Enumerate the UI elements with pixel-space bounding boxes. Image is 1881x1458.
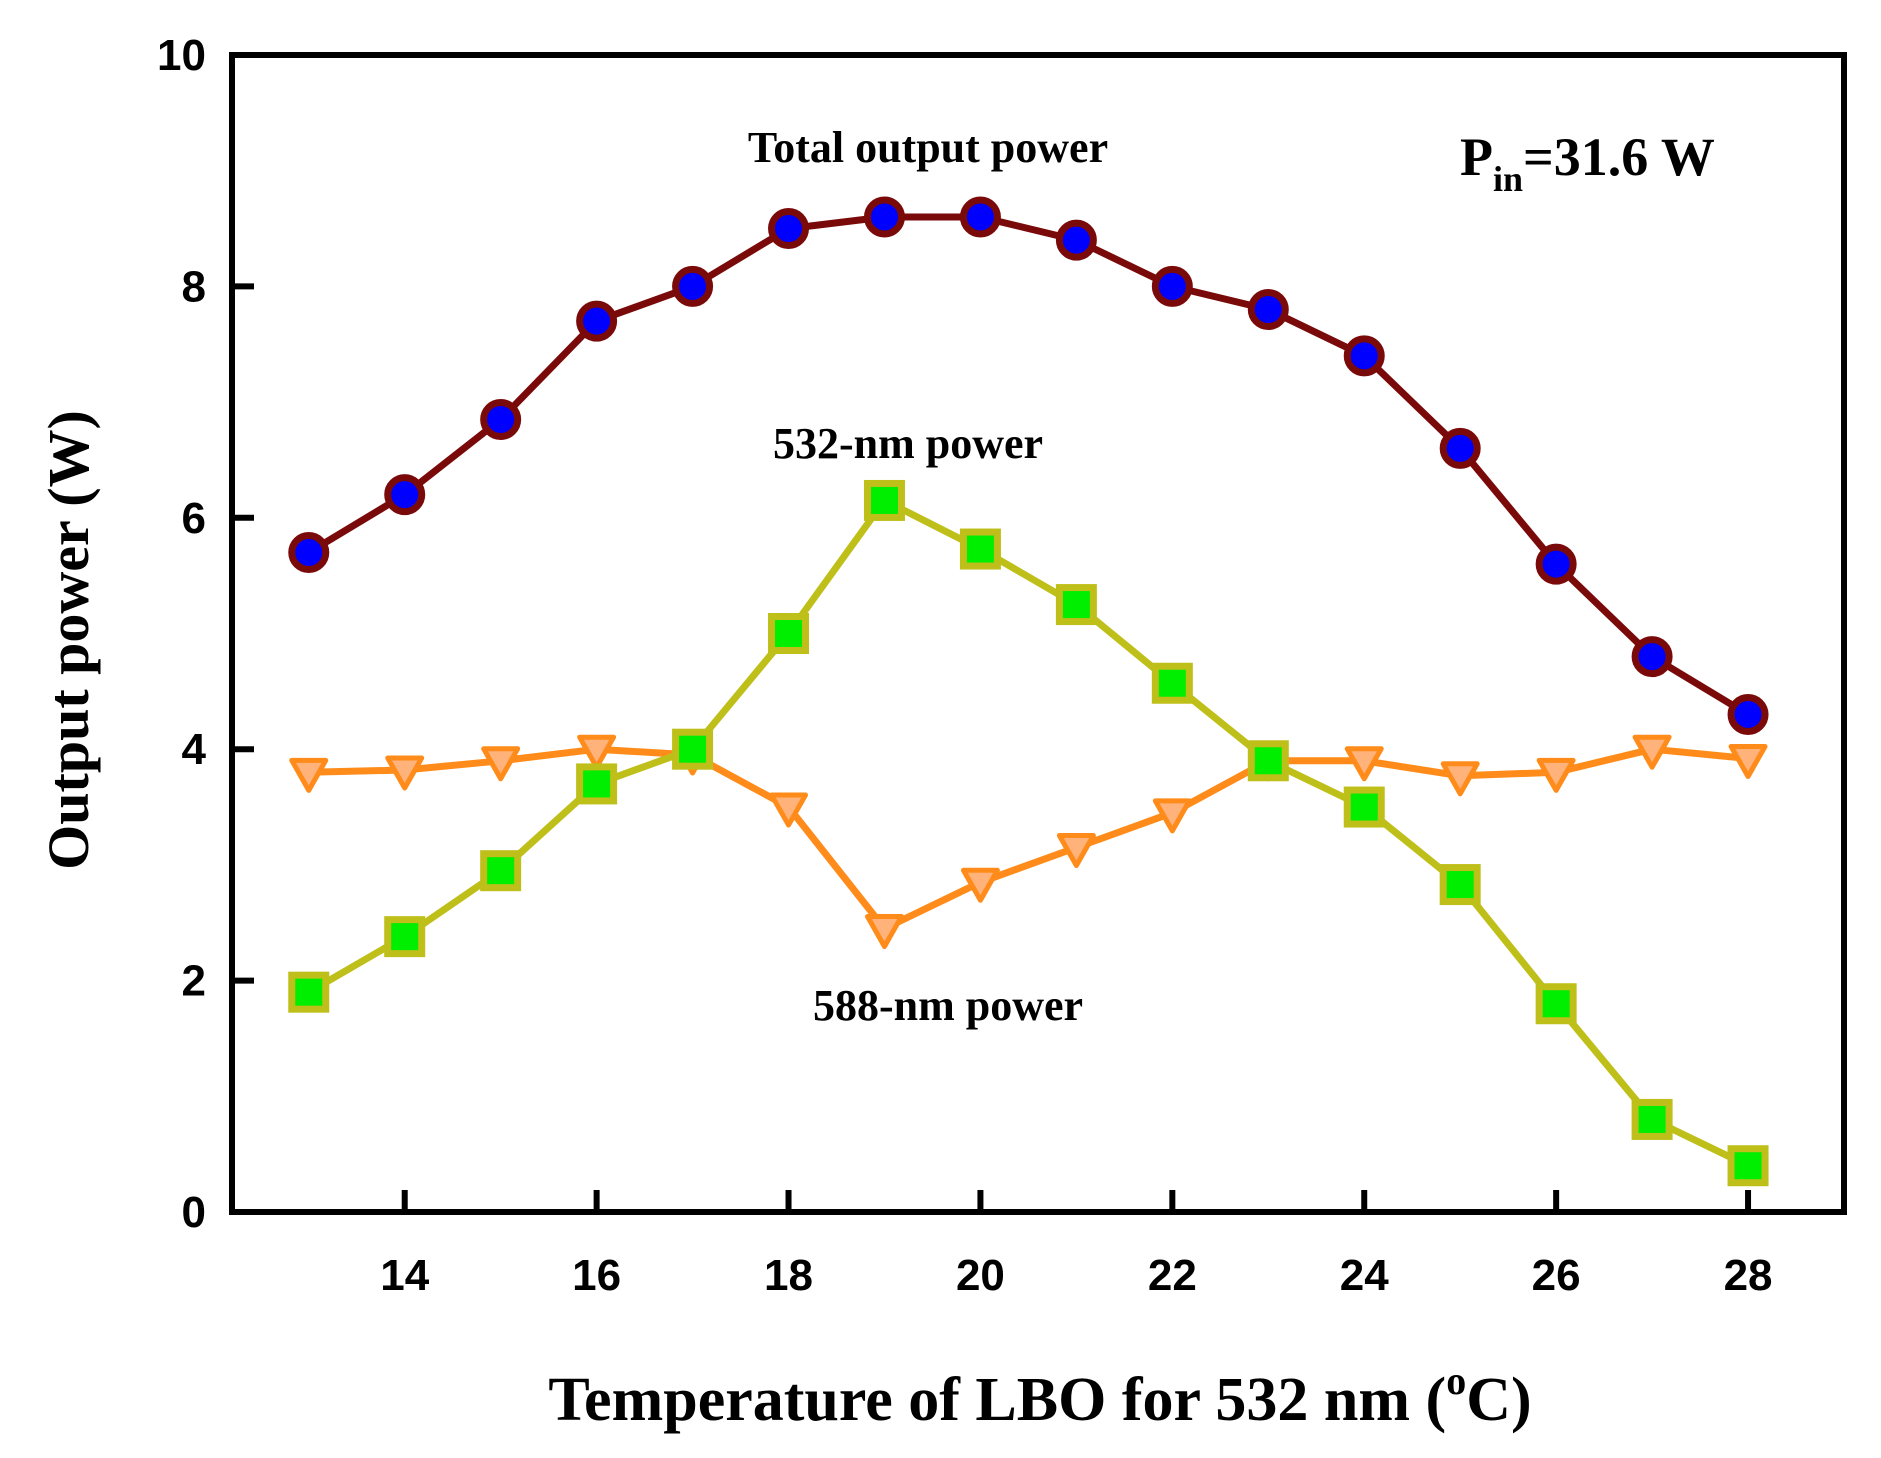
data-point-square bbox=[576, 763, 618, 805]
x-tick-label: 22 bbox=[1148, 1251, 1197, 1300]
data-point-triangle bbox=[1632, 734, 1672, 770]
data-point-square bbox=[1631, 1098, 1673, 1140]
pin-main: P bbox=[1460, 127, 1493, 187]
y-axis-title: Output power (W) bbox=[36, 410, 101, 870]
data-point-square bbox=[1151, 662, 1193, 704]
y-tick-label: 0 bbox=[182, 1188, 206, 1237]
plot-frame bbox=[229, 52, 1847, 1215]
data-point-triangle bbox=[1536, 757, 1576, 793]
data-point-square bbox=[480, 850, 522, 892]
data-point-circle bbox=[1055, 219, 1097, 261]
x-axis-title-sup: o bbox=[1446, 1358, 1466, 1403]
x-axis-title-main: Temperature of LBO for 532 nm ( bbox=[548, 1366, 1446, 1434]
data-point-square bbox=[384, 916, 426, 958]
data-point-triangle bbox=[1056, 833, 1096, 869]
data-point-square bbox=[1343, 786, 1385, 828]
data-point-triangle bbox=[1728, 743, 1768, 779]
series-triangle-down bbox=[289, 734, 1768, 950]
pin-subscript: in bbox=[1493, 159, 1523, 199]
series-square bbox=[288, 479, 1769, 1187]
data-point-triangle bbox=[1152, 798, 1192, 834]
data-point-square bbox=[959, 528, 1001, 570]
annotation-532nm-power: 532-nm power bbox=[773, 419, 1043, 468]
data-point-triangle bbox=[481, 746, 521, 782]
series-line bbox=[306, 213, 1750, 718]
data-point-triangle bbox=[1344, 746, 1384, 782]
annotation-588nm-power: 588-nm power bbox=[813, 981, 1083, 1030]
series-line bbox=[308, 745, 1749, 932]
data-point-triangle bbox=[1440, 761, 1480, 797]
data-point-square bbox=[1727, 1145, 1769, 1187]
x-tick-label: 18 bbox=[764, 1251, 813, 1300]
data-point-circle bbox=[1247, 289, 1289, 331]
data-point-triangle bbox=[289, 757, 329, 793]
data-point-square bbox=[672, 728, 714, 770]
data-point-circle bbox=[576, 300, 618, 342]
x-tick-label: 16 bbox=[572, 1251, 621, 1300]
data-point-square bbox=[863, 479, 905, 521]
y-tick-label: 2 bbox=[182, 957, 206, 1006]
data-point-circle bbox=[959, 196, 1001, 238]
data-point-square bbox=[288, 971, 330, 1013]
y-tick-label: 10 bbox=[157, 31, 206, 80]
data-point-triangle bbox=[385, 755, 425, 791]
data-point-circle bbox=[1343, 335, 1385, 377]
y-tick-label: 4 bbox=[182, 725, 207, 774]
annotation-input-power: Pin=31.6 W bbox=[1460, 127, 1715, 199]
data-point-circle bbox=[480, 398, 522, 440]
data-point-circle bbox=[288, 532, 330, 574]
series-line bbox=[307, 496, 1750, 1169]
data-point-square bbox=[1055, 584, 1097, 626]
data-point-circle bbox=[1151, 265, 1193, 307]
data-point-circle bbox=[384, 474, 426, 516]
x-axis-title-suffix: C) bbox=[1466, 1366, 1531, 1434]
x-axis-title: Temperature of LBO for 532 nm (oC) bbox=[548, 1358, 1531, 1434]
data-point-triangle bbox=[577, 734, 617, 770]
series-layer bbox=[288, 196, 1769, 1187]
data-point-circle bbox=[672, 265, 714, 307]
x-tick-label: 14 bbox=[380, 1251, 429, 1300]
data-point-square bbox=[1535, 983, 1577, 1025]
data-point-circle bbox=[863, 196, 905, 238]
pin-value: =31.6 W bbox=[1523, 127, 1715, 187]
data-point-circle bbox=[1727, 693, 1769, 735]
annotation-total-output-power: Total output power bbox=[748, 123, 1108, 172]
data-point-circle bbox=[768, 208, 810, 250]
x-tick-label: 20 bbox=[956, 1251, 1005, 1300]
data-point-triangle bbox=[769, 792, 809, 828]
y-tick-label: 8 bbox=[182, 262, 206, 311]
series-circle bbox=[288, 196, 1769, 735]
y-tick-label: 6 bbox=[182, 494, 206, 543]
x-tick-label: 26 bbox=[1532, 1251, 1581, 1300]
data-point-square bbox=[1247, 740, 1289, 782]
data-point-triangle bbox=[864, 914, 904, 950]
data-point-circle bbox=[1631, 636, 1673, 678]
data-point-square bbox=[1439, 864, 1481, 906]
data-point-triangle bbox=[960, 867, 1000, 903]
x-tick-label: 28 bbox=[1724, 1251, 1773, 1300]
data-point-circle bbox=[1439, 427, 1481, 469]
data-point-square bbox=[768, 613, 810, 654]
data-point-circle bbox=[1535, 543, 1577, 585]
x-tick-label: 24 bbox=[1340, 1251, 1389, 1300]
